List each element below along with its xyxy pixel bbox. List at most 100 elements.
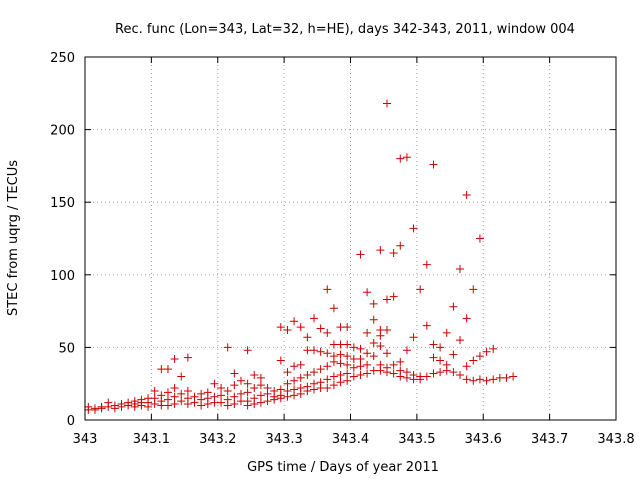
data-point: [170, 384, 179, 393]
data-point: [376, 331, 385, 340]
x-tick-label: 343: [73, 432, 98, 447]
data-point: [469, 356, 478, 365]
x-tick-label: 343.8: [597, 432, 634, 447]
data-point: [436, 356, 445, 365]
data-point: [256, 381, 265, 390]
y-tick-label: 50: [58, 341, 75, 356]
data-point: [436, 343, 445, 352]
data-point: [290, 391, 299, 400]
data-point: [383, 349, 392, 358]
x-tick-label: 343.6: [465, 432, 502, 447]
data-point: [283, 325, 292, 334]
x-tick-label: 343.5: [398, 432, 435, 447]
data-point: [90, 405, 99, 414]
data-point: [363, 328, 372, 337]
data-point: [309, 314, 318, 323]
data-point: [396, 357, 405, 366]
data-point: [475, 352, 484, 361]
data-point: [197, 401, 206, 410]
data-point: [104, 402, 113, 411]
data-point: [383, 99, 392, 108]
data-point: [243, 401, 252, 410]
data-point: [276, 323, 285, 332]
data-point: [190, 398, 199, 407]
data-point: [117, 402, 126, 411]
data-point: [296, 323, 305, 332]
data-point: [124, 401, 133, 410]
data-point: [349, 372, 358, 381]
y-tick-label: 150: [50, 196, 75, 211]
data-point: [110, 404, 119, 413]
y-tick-label: 100: [50, 269, 75, 284]
data-point: [217, 391, 226, 400]
data-point: [223, 386, 232, 395]
data-point: [230, 400, 239, 409]
data-point: [389, 249, 398, 258]
data-point: [303, 333, 312, 342]
data-point: [489, 344, 498, 353]
data-point: [429, 353, 438, 362]
data-point: [429, 160, 438, 169]
data-point: [376, 366, 385, 375]
data-point: [409, 333, 418, 342]
data-point: [429, 369, 438, 378]
data-point: [343, 360, 352, 369]
data-point: [336, 359, 345, 368]
data-point: [356, 344, 365, 353]
y-tick-label: 250: [50, 51, 75, 66]
data-point: [243, 346, 252, 355]
x-tick-label: 343.2: [199, 432, 236, 447]
data-point: [482, 347, 491, 356]
data-point: [243, 379, 252, 388]
data-point: [416, 375, 425, 384]
data-point: [270, 395, 279, 404]
data-point: [163, 365, 172, 374]
data-point: [475, 375, 484, 384]
data-point: [343, 352, 352, 361]
data-point: [369, 339, 378, 348]
data-point: [456, 370, 465, 379]
data-point: [243, 388, 252, 397]
data-point: [336, 378, 345, 387]
data-point: [276, 356, 285, 365]
data-point: [97, 404, 106, 413]
chart-title: Rec. func (Lon=343, Lat=32, h=HE), days …: [115, 22, 575, 37]
data-point: [509, 372, 518, 381]
data-point: [396, 154, 405, 163]
data-point: [429, 340, 438, 349]
data-point: [356, 355, 365, 364]
data-point: [230, 392, 239, 401]
data-point: [316, 365, 325, 374]
data-point: [236, 376, 245, 385]
x-axis-ticks: 343 343.1 343.2 343.3 343.4 343.5 343.6 343.7 34…: [73, 57, 635, 447]
data-points: [84, 99, 518, 414]
data-point: [290, 376, 299, 385]
data-point: [363, 360, 372, 369]
data-point: [230, 369, 239, 378]
data-point: [150, 386, 159, 395]
data-point: [316, 347, 325, 356]
data-point: [356, 250, 365, 259]
data-point: [469, 285, 478, 294]
data-point: [309, 346, 318, 355]
data-point: [296, 389, 305, 398]
data-point: [482, 376, 491, 385]
data-point: [323, 349, 332, 358]
data-point: [389, 360, 398, 369]
data-point: [349, 363, 358, 372]
data-point: [170, 400, 179, 409]
data-point: [422, 372, 431, 381]
data-point: [303, 370, 312, 379]
data-point: [276, 394, 285, 403]
data-point: [422, 321, 431, 330]
data-point: [416, 285, 425, 294]
data-point: [409, 224, 418, 233]
data-point: [177, 397, 186, 406]
data-point: [389, 369, 398, 378]
data-point: [283, 368, 292, 377]
data-point: [343, 376, 352, 385]
data-point: [210, 379, 219, 388]
data-point: [489, 375, 498, 384]
x-axis-label: GPS time / Days of year 2011: [247, 460, 439, 475]
